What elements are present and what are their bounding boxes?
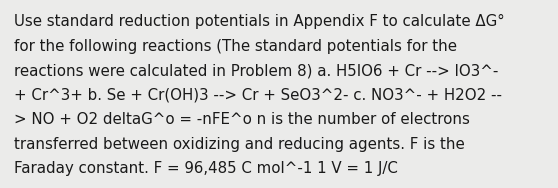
- Text: for the following reactions (The standard potentials for the: for the following reactions (The standar…: [14, 39, 457, 54]
- Text: reactions were calculated in Problem 8) a. H5IO6 + Cr --> IO3^-: reactions were calculated in Problem 8) …: [14, 63, 498, 78]
- Text: Faraday constant. F = 96,485 C mol^-1 1 V = 1 J/C: Faraday constant. F = 96,485 C mol^-1 1 …: [14, 161, 398, 176]
- Text: Use standard reduction potentials in Appendix F to calculate ΔG°: Use standard reduction potentials in App…: [14, 14, 504, 29]
- Text: + Cr^3+ b. Se + Cr(OH)3 --> Cr + SeO3^2- c. NO3^- + H2O2 --: + Cr^3+ b. Se + Cr(OH)3 --> Cr + SeO3^2-…: [14, 87, 502, 102]
- Text: transferred between oxidizing and reducing agents. F is the: transferred between oxidizing and reduci…: [14, 136, 465, 152]
- Text: > NO + O2 deltaG^o = -nFE^o n is the number of electrons: > NO + O2 deltaG^o = -nFE^o n is the num…: [14, 112, 470, 127]
